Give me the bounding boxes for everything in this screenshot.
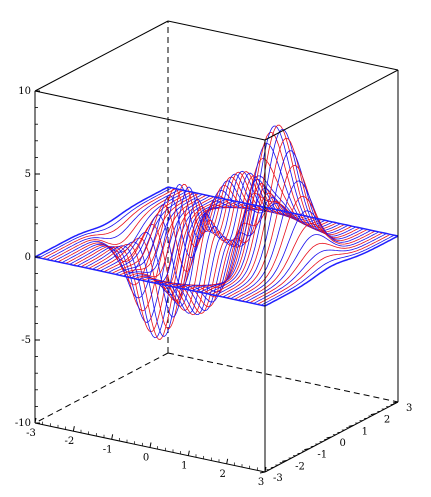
surface-line: [96, 199, 230, 330]
y-tick: [282, 459, 288, 462]
y-tick-label: 1: [362, 426, 368, 437]
surface-line: [161, 178, 295, 315]
x-tick: [34, 417, 37, 424]
surface-line: [77, 195, 211, 323]
x-tick: [149, 442, 152, 448]
y-tick: [348, 424, 354, 427]
y-tick: [326, 436, 332, 439]
surface-mesh: [34, 124, 399, 340]
surface-line: [230, 180, 364, 299]
y-tick: [259, 471, 266, 474]
x-tick-label: 0: [143, 453, 149, 464]
y-tick: [304, 448, 310, 451]
surface-line: [180, 200, 314, 298]
surface-line: [222, 150, 356, 298]
x-tick: [187, 450, 190, 456]
x-tick-label: 3: [258, 477, 264, 488]
edge-back-floor-x: [167, 352, 399, 403]
surface-line: [203, 131, 337, 294]
y-tick-label: -1: [317, 450, 327, 461]
y-tick: [370, 413, 376, 416]
z-tick-label: 5: [25, 169, 31, 180]
y-tick-label: 3: [406, 403, 412, 414]
x-tick-label: 2: [219, 469, 225, 480]
surface-line: [234, 195, 368, 300]
surface-line: [50, 189, 184, 261]
surface-line: [46, 189, 180, 260]
x-tick: [264, 466, 267, 473]
x-tick: [226, 458, 229, 464]
x-tick-label: -3: [26, 428, 36, 439]
z-tick-label: 0: [25, 252, 31, 263]
surface-edge: [34, 186, 169, 258]
edge-top-back: [167, 20, 399, 71]
y-tick-label: 2: [384, 415, 390, 426]
surface-line: [69, 193, 203, 299]
surface-line: [84, 197, 218, 339]
y-tick-label: 0: [340, 438, 346, 449]
surface-line: [257, 234, 391, 305]
x-tick-label: -2: [64, 436, 74, 447]
surface-line: [241, 223, 376, 302]
z-tick-label: 10: [18, 86, 31, 97]
z-tick-label: -10: [15, 418, 31, 429]
axes-box-back: [34, 21, 399, 424]
surface-line: [249, 232, 383, 304]
surface-line: [119, 187, 253, 276]
y-tick-label: -3: [273, 473, 283, 484]
surface-edge: [34, 256, 266, 307]
surface-line: [226, 164, 360, 299]
edge-top-left: [34, 20, 169, 92]
surface-edge: [167, 186, 399, 237]
x-tick: [72, 426, 75, 432]
x-tick-label: -1: [103, 444, 113, 455]
surface-line: [88, 198, 222, 340]
x-tick-label: 1: [181, 461, 187, 472]
surface-line: [253, 233, 387, 304]
surface-line: [103, 201, 238, 304]
y-tick: [392, 401, 399, 404]
surface-line: [149, 171, 284, 311]
surface-line: [261, 234, 395, 306]
z-tick-label: -5: [21, 335, 31, 346]
edge-top-right: [264, 69, 399, 141]
surface-line: [54, 190, 188, 262]
surface-line: [245, 231, 379, 303]
x-tick: [111, 434, 114, 440]
surface-line: [165, 183, 299, 314]
surface-line: [42, 188, 176, 259]
edge-top-front: [34, 90, 266, 141]
surface-line: [218, 137, 353, 297]
edge-back-floor-y: [34, 352, 169, 424]
surface-line: [134, 176, 268, 289]
surface-edge: [264, 235, 399, 307]
surface-line: [38, 187, 172, 259]
surface-line: [238, 210, 372, 301]
surface-line: [73, 194, 207, 312]
surface-line: [123, 183, 257, 277]
surface-line: [61, 192, 195, 274]
surface-line: [184, 203, 318, 293]
y-tick-label: -2: [295, 461, 305, 472]
